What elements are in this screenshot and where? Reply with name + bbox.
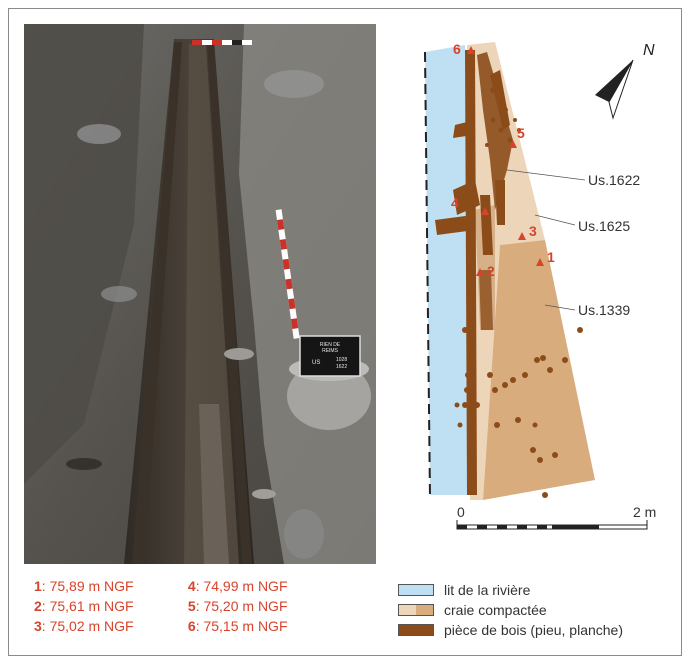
legend-label-river: lit de la rivière (444, 582, 531, 598)
legend-swatch-chalk (398, 604, 434, 616)
material-legend: lit de la rivière craie compactée pièce … (398, 580, 688, 640)
legend-item-river: lit de la rivière (398, 580, 688, 600)
scale-bar: 0 2 m (456, 504, 656, 530)
plan-drawing: 6 5 4 3 2 1 Us.1622 Us.1625 Us.1339 N (424, 41, 656, 530)
site-sign: RIEN DE REIMS US 1028 1622 (299, 335, 361, 377)
north-arrow-icon: N (595, 42, 655, 120)
svg-text:1622: 1622 (336, 364, 347, 370)
point-label-4: 4 (451, 195, 459, 211)
point-label-1: 1 (547, 249, 555, 265)
unit-label-us1625: Us.1625 (578, 218, 630, 234)
scale-rod-vertical (275, 209, 300, 339)
svg-text:0: 0 (457, 504, 465, 520)
legend-item-wood: pièce de bois (pieu, planche) (398, 620, 688, 640)
excavation-edge-line (424, 51, 431, 499)
point-label-2: 2 (487, 263, 495, 279)
unit-label-us1622: Us.1622 (588, 172, 640, 188)
svg-text:N: N (643, 42, 655, 59)
elevation-legend: 1: 75,89 m NGF 4: 74,99 m NGF 2: 75,61 m… (34, 578, 364, 638)
wood-post-holes (454, 87, 583, 498)
legend-label-wood: pièce de bois (pieu, planche) (444, 622, 624, 638)
elevation-row: 3: 75,02 m NGF 6: 75,15 m NGF (34, 618, 288, 634)
legend-swatch-river (398, 584, 434, 596)
leader-us1622 (506, 169, 586, 181)
leader-us1339 (544, 304, 576, 311)
legend-swatch-wood (398, 624, 434, 636)
svg-text:RIEN DE: RIEN DE (320, 342, 341, 348)
point-label-5: 5 (517, 125, 525, 141)
river-bed-area (425, 45, 475, 495)
elevation-row: 1: 75,89 m NGF 4: 74,99 m NGF (34, 578, 288, 594)
chalk-upper-area (467, 42, 545, 500)
excavation-photo: RIEN DE REIMS US 1028 1622 (24, 24, 376, 564)
chalk-lower-area (483, 240, 595, 500)
excavation-plan: 6 5 4 3 2 1 Us.1622 Us.1625 Us.1339 N (395, 30, 680, 585)
unit-label-us1339: Us.1339 (578, 302, 630, 318)
legend-label-chalk: craie compactée (444, 602, 547, 618)
svg-text:REIMS: REIMS (322, 348, 339, 354)
point-label-3: 3 (529, 223, 537, 239)
leader-us1625 (534, 214, 576, 226)
point-label-6: 6 (453, 41, 461, 57)
photo-illustration: RIEN DE REIMS US 1028 1622 (24, 24, 376, 564)
svg-text:1028: 1028 (336, 357, 347, 363)
svg-text:US: US (312, 360, 320, 366)
svg-text:2 m: 2 m (633, 504, 656, 520)
scale-bar-horizontal (192, 40, 252, 45)
elevation-row: 2: 75,61 m NGF 5: 75,20 m NGF (34, 598, 288, 614)
legend-item-chalk: craie compactée (398, 600, 688, 620)
survey-point-markers (467, 46, 544, 276)
